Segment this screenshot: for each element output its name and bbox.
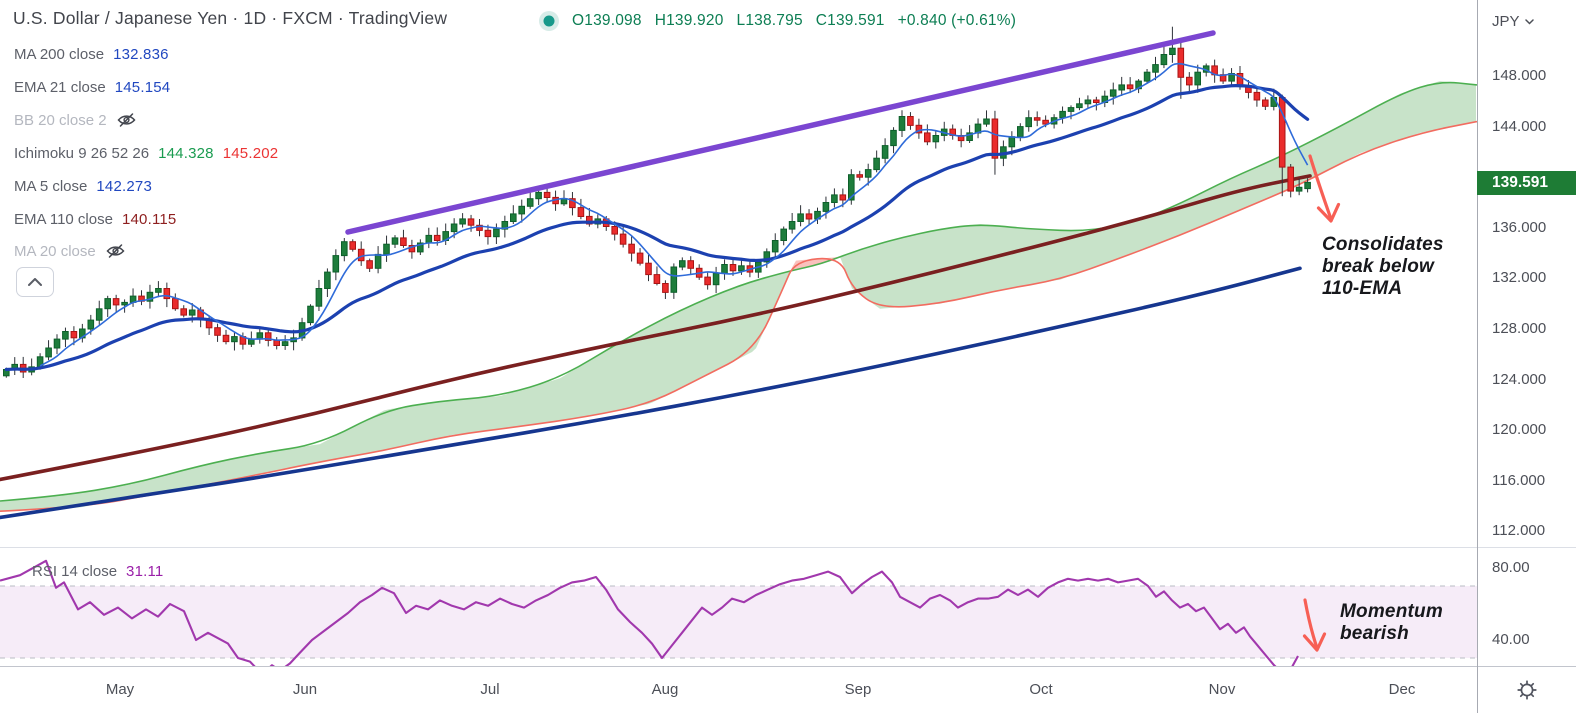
indicator-label: MA 200 close xyxy=(14,45,105,63)
chevron-down-icon xyxy=(1524,18,1534,25)
indicator-value: 142.273 xyxy=(96,177,152,195)
visibility-off-icon[interactable] xyxy=(116,112,137,128)
indicator-row[interactable]: EMA 110 close 140.115 xyxy=(14,209,176,229)
indicator-value: 140.115 xyxy=(121,210,177,228)
ichimoku-senkou-a-line xyxy=(0,81,1477,502)
month-label: Sep xyxy=(844,681,872,698)
indicator-row[interactable]: Ichimoku 9 26 52 26 144.328 145.202 xyxy=(14,143,278,163)
down-arrow-price xyxy=(1308,154,1341,223)
ichimoku-senkou-b-line xyxy=(0,120,1477,512)
month-label: Oct xyxy=(1029,681,1053,698)
close-value: C139.591 xyxy=(815,12,885,29)
last-price-badge: 139.591 xyxy=(1477,171,1576,195)
ma5-line xyxy=(39,62,1309,367)
chevron-up-icon xyxy=(28,278,42,286)
rsi-pane[interactable] xyxy=(0,559,1477,674)
trendline xyxy=(345,30,1216,235)
indicator-value: 144.328 xyxy=(158,144,214,162)
month-label: Dec xyxy=(1388,681,1416,698)
high-value: H139.920 xyxy=(654,12,724,29)
rsi-tick-label: 40.00 xyxy=(1492,631,1530,648)
ema21-line xyxy=(4,83,1310,372)
currency-selector[interactable]: JPY xyxy=(1492,13,1534,30)
indicator-label: BB 20 close 2 xyxy=(14,111,107,129)
down-arrow-rsi xyxy=(1302,598,1327,652)
indicator-row[interactable]: MA 5 close 142.273 xyxy=(14,176,152,196)
price-tick-label: 128.000 xyxy=(1492,320,1547,337)
rsi-legend-label: RSI 14 close xyxy=(32,562,118,580)
rsi-line xyxy=(0,559,1299,666)
price-tick-label: 120.000 xyxy=(1492,421,1547,439)
indicator-value: 145.154 xyxy=(114,78,171,96)
rsi-legend[interactable]: RSI 14 close 31.11 xyxy=(32,561,163,581)
price-tick-label: 144.000 xyxy=(1492,117,1547,135)
price-tick-label: 132.000 xyxy=(1492,269,1547,287)
month-label: Jun xyxy=(292,681,318,698)
price-tick-label: 136.000 xyxy=(1492,218,1547,236)
symbol-title[interactable]: U.S. Dollar / Japanese Yen · 1D · FXCM ·… xyxy=(13,8,448,28)
settings-button[interactable] xyxy=(1516,679,1538,706)
ma200-line xyxy=(0,266,1302,520)
indicator-value: 132.836 xyxy=(113,45,169,63)
indicator-value: 145.202 xyxy=(222,144,279,162)
indicator-label: EMA 21 close xyxy=(14,78,106,96)
price-tick-label: 112.000 xyxy=(1492,522,1546,540)
indicator-row[interactable]: EMA 21 close 145.154 xyxy=(14,77,170,97)
indicator-row[interactable]: BB 20 close 2 xyxy=(14,110,137,130)
price-tick-label: 124.000 xyxy=(1492,370,1547,388)
collapse-legend-button[interactable] xyxy=(16,267,54,297)
open-value: O139.098 xyxy=(572,12,642,29)
rsi-legend-value: 31.11 xyxy=(126,562,164,580)
ema110-line xyxy=(0,174,1312,482)
rsi-tick-label: 80.00 xyxy=(1492,559,1530,576)
annotation-momentum: Momentum bearish xyxy=(1340,601,1443,644)
indicator-label: MA 20 close xyxy=(14,242,96,260)
month-label: Nov xyxy=(1208,681,1236,698)
indicator-label: MA 5 close xyxy=(14,177,88,195)
price-tick-label: 148.000 xyxy=(1492,67,1547,84)
price-tick-label: 116.000 xyxy=(1492,471,1546,489)
gear-icon xyxy=(1517,680,1537,700)
month-label: May xyxy=(105,681,135,698)
currency-label: JPY xyxy=(1492,13,1520,30)
ohlc-readout: O139.098 H139.920 L138.795 C139.591 +0.840 (… xyxy=(572,12,1029,30)
change-value: +0.840 (+0.61%) xyxy=(897,12,1017,29)
indicator-label: EMA 110 close xyxy=(14,210,113,228)
time-axis[interactable] xyxy=(0,667,1477,713)
indicator-row[interactable]: MA 200 close 132.836 xyxy=(14,44,169,64)
low-value: L138.795 xyxy=(736,12,803,29)
indicator-label: Ichimoku 9 26 52 26 xyxy=(14,144,150,162)
indicator-row[interactable]: MA 20 close xyxy=(14,241,126,261)
annotation-consolidates: Consolidates break below 110-EMA xyxy=(1322,234,1444,299)
month-label: Aug xyxy=(651,681,679,698)
market-status-icon[interactable] xyxy=(538,10,560,37)
price-pane[interactable] xyxy=(0,26,1477,520)
month-label: Jul xyxy=(480,681,500,698)
visibility-off-icon[interactable] xyxy=(105,243,126,259)
